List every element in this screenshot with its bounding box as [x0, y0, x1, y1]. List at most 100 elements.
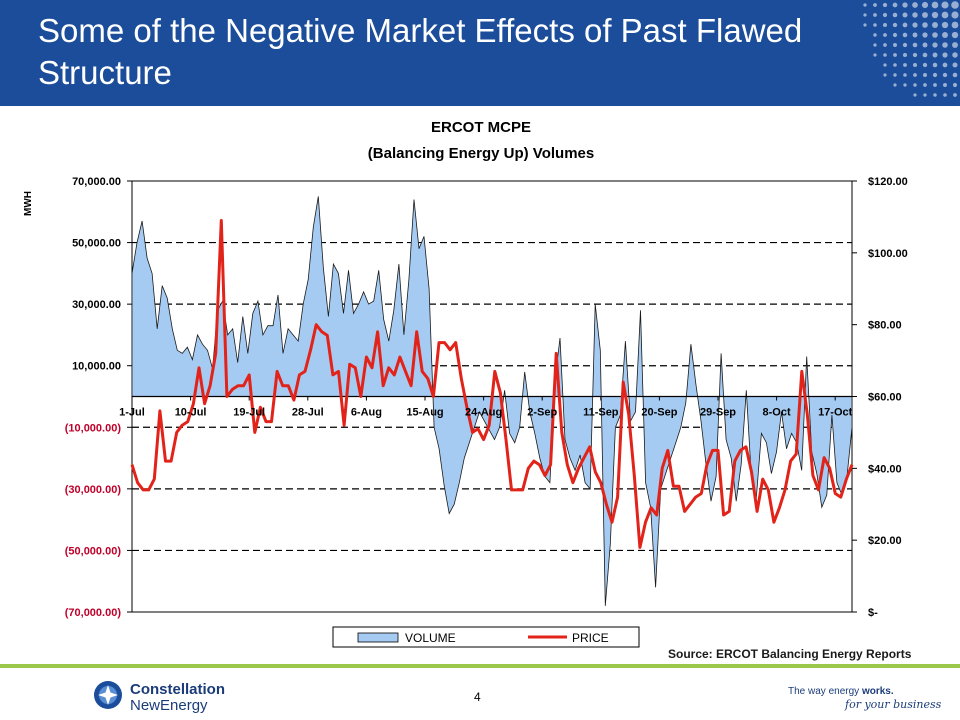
decor-dot	[922, 32, 928, 38]
slide-title: Some of the Negative Market Effects of P…	[38, 12, 803, 91]
decor-dot	[873, 33, 877, 37]
decor-dot	[932, 32, 938, 38]
decor-dot	[893, 73, 897, 77]
decor-dot	[931, 1, 939, 9]
decor-dot	[883, 63, 887, 67]
decor-dot	[952, 52, 958, 58]
decor-dot	[932, 72, 938, 78]
decor-dot	[951, 1, 959, 9]
decor-dot	[922, 62, 928, 68]
right-tick-label: $60.00	[868, 392, 902, 404]
x-tick-label: 20-Sep	[641, 407, 677, 419]
right-tick-label: $80.00	[868, 320, 902, 332]
decor-dot	[941, 1, 949, 9]
decor-dot	[941, 21, 949, 29]
decor-dot	[923, 93, 927, 97]
decor-dot	[892, 12, 898, 18]
decor-dot	[913, 73, 917, 77]
decor-dot	[883, 33, 887, 37]
decor-dot	[902, 42, 908, 48]
x-tick-label: 17-Oct	[818, 407, 853, 419]
decor-dot	[892, 22, 898, 28]
decor-dot	[893, 83, 897, 87]
decor-dot	[942, 42, 948, 48]
decor-dot	[883, 53, 887, 57]
x-tick-label: 2-Sep	[527, 407, 557, 419]
left-tick-label: (50,000.00)	[65, 545, 122, 557]
y-axis-label: MWH	[23, 191, 34, 216]
decor-dot	[933, 83, 937, 87]
decor-dot	[932, 52, 938, 58]
chart-subtitle: (Balancing Energy Up) Volumes	[368, 145, 594, 162]
x-tick-label: 28-Jul	[292, 407, 324, 419]
tagline-script: for your business	[845, 698, 942, 711]
right-tick-label: $40.00	[868, 463, 902, 475]
logo-name: Constellation	[130, 681, 226, 698]
left-tick-label: (10,000.00)	[65, 422, 122, 434]
decor-dot	[913, 83, 917, 87]
left-tick-label: 30,000.00	[72, 299, 121, 311]
ercot-mcpe-chart: ERCOT MCPE (Balancing Energy Up) Volumes…	[23, 119, 908, 648]
decor-dot	[912, 62, 918, 68]
decor-dot	[932, 62, 938, 68]
decor-dot	[902, 32, 908, 38]
legend-price-label: PRICE	[572, 631, 609, 645]
decor-dot	[873, 13, 877, 17]
decor-dot	[902, 2, 908, 8]
decor-dot	[923, 73, 927, 77]
decor-dot	[922, 42, 928, 48]
x-tick-label: 8-Oct	[763, 407, 791, 419]
decor-dot	[863, 3, 867, 7]
decor-dot	[951, 11, 959, 19]
decor-dot	[882, 12, 888, 18]
decor-dot	[932, 22, 938, 28]
decor-dot	[903, 83, 907, 87]
page-number: 4	[474, 690, 481, 704]
decor-dot	[931, 11, 939, 19]
chart-title: ERCOT MCPE	[431, 119, 531, 136]
x-tick-label: 29-Sep	[700, 407, 736, 419]
decor-dot	[902, 52, 908, 58]
x-tick-label: 1-Jul	[119, 407, 145, 419]
price-line	[130, 219, 854, 549]
x-tick-label: 10-Jul	[175, 407, 207, 419]
decor-dot	[913, 93, 917, 97]
decor-dot	[903, 63, 907, 67]
x-tick-label: 11-Sep	[583, 407, 619, 419]
left-tick-label: 10,000.00	[72, 361, 121, 373]
decor-dot	[893, 63, 897, 67]
company-logo: Constellation NewEnergy	[93, 678, 333, 718]
logo-subname: NewEnergy	[130, 697, 208, 714]
decor-dot	[893, 43, 897, 47]
decor-dot	[892, 2, 898, 8]
left-tick-label: (30,000.00)	[65, 484, 122, 496]
decor-dot	[882, 2, 888, 8]
right-tick-label: $-	[868, 607, 878, 619]
x-tick-label: 24-Aug	[465, 407, 502, 419]
decor-dot	[923, 83, 927, 87]
decor-dot	[951, 21, 959, 29]
decor-dot	[912, 52, 918, 58]
tagline-prefix: The way energy	[788, 686, 862, 697]
decor-dot	[873, 23, 877, 27]
decor-dot	[942, 72, 948, 78]
decor-dot	[952, 42, 958, 48]
decor-dot	[952, 62, 958, 68]
decor-dot	[943, 83, 947, 87]
tagline-bold: works.	[861, 686, 894, 697]
decor-dot	[912, 2, 918, 8]
decor-dot	[942, 32, 948, 38]
dot-pattern-graphic	[863, 1, 959, 97]
decor-dot	[942, 62, 948, 68]
decor-dot	[951, 31, 959, 39]
decor-dot	[922, 12, 928, 18]
constellation-star-icon	[94, 681, 122, 709]
tagline: The way energy works.	[788, 686, 894, 697]
right-tick-label: $100.00	[868, 248, 908, 260]
decor-dot	[902, 12, 908, 18]
legend-volume-swatch	[357, 632, 399, 643]
decor-dot	[892, 32, 898, 38]
decor-dot	[912, 12, 918, 18]
x-tick-label: 6-Aug	[351, 407, 382, 419]
decor-dot	[883, 43, 887, 47]
